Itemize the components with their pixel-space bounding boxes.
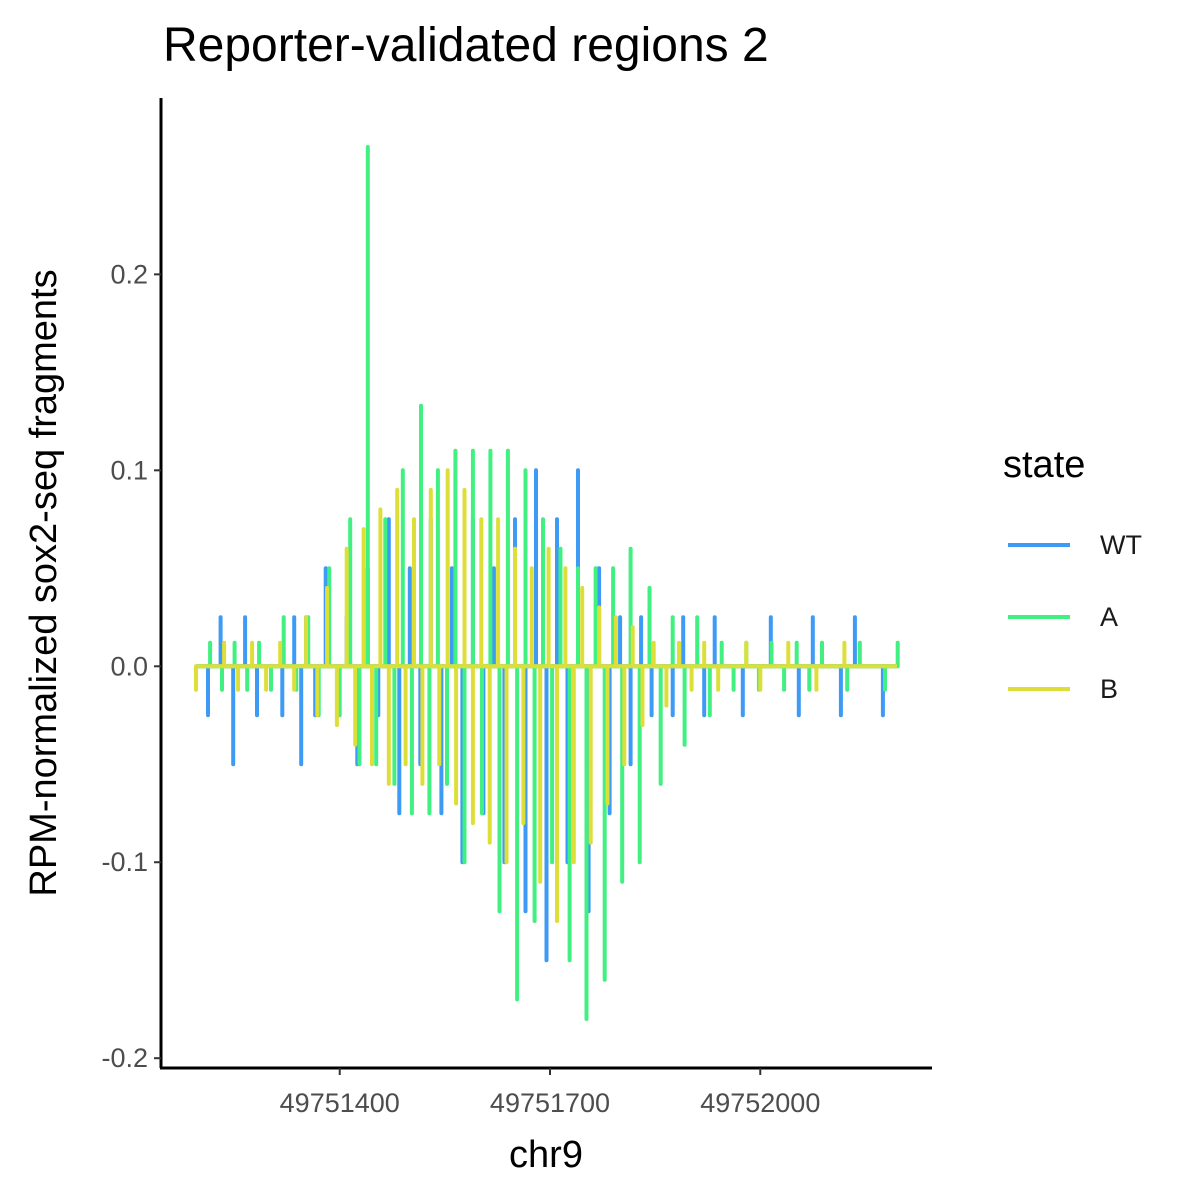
data-layer — [194, 145, 900, 1021]
x-tick-label: 49751700 — [490, 1088, 610, 1118]
y-axis-title: RPM-normalized sox2-seq fragments — [23, 269, 65, 896]
legend: state WT A B — [1003, 444, 1142, 725]
x-tick-label: 49752000 — [700, 1088, 820, 1118]
series-line-wt — [196, 468, 897, 963]
y-tick-label: 0.0 — [110, 651, 148, 681]
legend-label-b: B — [1100, 673, 1119, 704]
y-ticks: -0.2 -0.1 0.0 0.1 0.2 — [101, 259, 161, 1073]
legend-title: state — [1003, 444, 1086, 486]
legend-label-wt: WT — [1100, 529, 1142, 560]
x-axis-title: chr9 — [509, 1134, 583, 1176]
y-tick-label: -0.2 — [101, 1043, 148, 1073]
legend-item-a: A — [1003, 581, 1142, 653]
legend-key-a — [1008, 615, 1070, 619]
series-line-b — [194, 468, 897, 923]
x-ticks: 49751400 49751700 49752000 — [280, 1068, 820, 1118]
legend-key-wt — [1008, 543, 1070, 547]
legend-label-a: A — [1100, 601, 1119, 632]
y-tick-label: 0.1 — [110, 455, 148, 485]
y-tick-label: 0.2 — [110, 259, 148, 289]
x-tick-label: 49751400 — [280, 1088, 400, 1118]
legend-key-b — [1008, 687, 1070, 691]
chart-title: Reporter-validated regions 2 — [163, 19, 769, 72]
y-tick-label: -0.1 — [101, 847, 148, 877]
legend-item-wt: WT — [1003, 509, 1142, 581]
legend-item-b: B — [1003, 653, 1142, 725]
